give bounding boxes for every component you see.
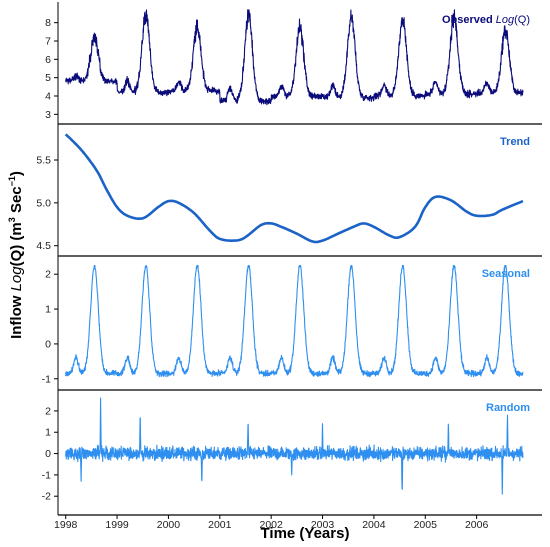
y-tick-label: 0	[45, 338, 51, 350]
y-tick-label: 0	[45, 448, 51, 460]
y-tick-label: 2	[45, 405, 51, 417]
panel-label-seasonal: Seasonal	[482, 268, 530, 280]
x-axis-title: Time (Years)	[261, 525, 350, 542]
panel-label-random: Random	[486, 402, 530, 414]
panel-random: -2 -1 0 1 2 Random	[42, 390, 531, 515]
panel-trend: 4.5 5.0 5.5 Trend	[36, 124, 542, 256]
x-tick-label: 1999	[105, 519, 129, 531]
panel-observed: 3 4 5 6 7 8 Observed Log(Q)	[45, 2, 542, 124]
y-tick-label: 5.0	[36, 197, 51, 209]
y-tick-label: 2	[45, 269, 51, 281]
y-tick-label: 5	[45, 72, 51, 84]
y-tick-label: -2	[42, 491, 51, 503]
series-line-seasonal	[66, 266, 523, 377]
y-tick-label: 5.5	[36, 155, 51, 167]
y-axis-title: Inflow Log(Q) (m3 Sec−1)	[7, 171, 25, 339]
y-tick-label: -1	[42, 373, 51, 385]
x-tick-label: 2004	[362, 519, 386, 531]
y-tick-label: 1	[45, 427, 51, 439]
panel-label-observed: Observed Log(Q)	[442, 14, 530, 26]
panel-label-trend: Trend	[500, 136, 530, 148]
y-tick-label: 7	[45, 36, 51, 48]
y-tick-label: 4.5	[36, 240, 51, 252]
x-tick-label: 2005	[414, 519, 438, 531]
series-line-random	[66, 398, 523, 494]
x-tick-label: 2006	[465, 519, 489, 531]
x-tick-label: 2001	[208, 519, 232, 531]
x-tick-label: 2000	[157, 519, 181, 531]
y-tick-label: 3	[45, 109, 51, 121]
panel-seasonal: -1 0 1 2 Seasonal	[42, 256, 542, 390]
y-tick-label: -1	[42, 469, 51, 481]
series-line-trend	[66, 134, 523, 242]
y-tick-label: 8	[45, 17, 51, 29]
y-tick-label: 1	[45, 304, 51, 316]
y-tick-label: 4	[45, 91, 51, 103]
y-tick-label: 6	[45, 54, 51, 66]
x-tick-label: 1998	[54, 519, 78, 531]
